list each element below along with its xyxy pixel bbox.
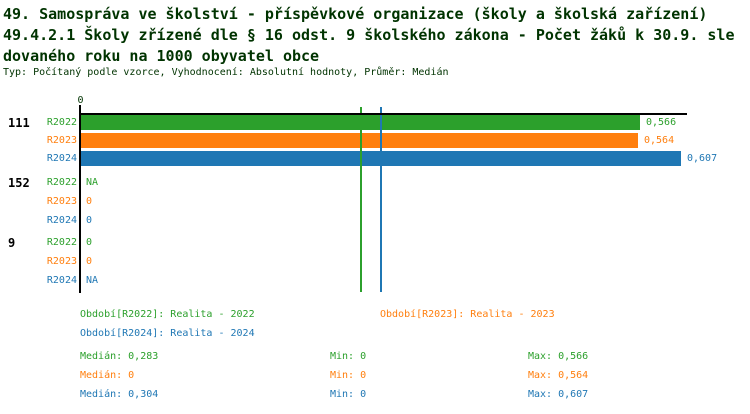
series-row-label: R2022 [46, 116, 77, 128]
legend-item: Období[R2023]: Realita - 2023 [380, 309, 555, 320]
y-axis-line [79, 105, 81, 293]
legend-item: Období[R2022]: Realita - 2022 [80, 309, 255, 320]
group-label: 152 [8, 176, 30, 190]
series-row-label: R2024 [46, 215, 77, 226]
series-row-label: R2023 [46, 134, 77, 146]
title-line-3: dovaného roku na 1000 obyvatel obce [3, 47, 320, 65]
legend-item: Období[R2024]: Realita - 2024 [80, 328, 255, 339]
bar-value-label: 0 [86, 256, 93, 267]
title-line-1: 49. Samospráva ve školství - příspěvkové… [3, 5, 708, 23]
series-row-label: R2022 [46, 237, 77, 248]
stat-max: Max: 0,566 [528, 351, 589, 362]
bar-value-label: 0 [86, 237, 93, 248]
series-row-label: R2024 [46, 275, 77, 286]
series-row-label: R2023 [46, 256, 77, 267]
stat-median: Medián: 0,304 [80, 389, 159, 400]
x-axis-line [79, 113, 687, 115]
group-label: 9 [8, 236, 16, 250]
stat-min: Min: 0 [330, 389, 367, 400]
stat-median: Medián: 0,283 [80, 351, 159, 362]
bar-value-label: 0,564 [644, 134, 675, 146]
title-line-2: 49.4.2.1 Školy zřízené dle § 16 odst. 9 … [3, 26, 735, 44]
chart-subtitle: Typ: Počítaný podle vzorce, Vyhodnocení:… [3, 67, 449, 78]
series-row-label: R2024 [46, 152, 77, 164]
series-row-label: R2023 [46, 196, 77, 207]
bar [81, 133, 638, 148]
group-label: 111 [8, 115, 30, 130]
bar-value-label: 0 [86, 196, 93, 207]
chart-title: 49. Samospráva ve školství - příspěvkové… [3, 4, 735, 67]
stat-min: Min: 0 [330, 370, 367, 381]
stat-max: Max: 0,607 [528, 389, 589, 400]
stat-min: Min: 0 [330, 351, 367, 362]
stat-max: Max: 0,564 [528, 370, 589, 381]
axis-origin-tick-label: 0 [77, 95, 84, 106]
bar-value-label: NA [86, 275, 99, 286]
bar-value-label: 0,607 [687, 152, 718, 164]
bar-value-label: 0,566 [646, 116, 677, 128]
series-row-label: R2022 [46, 177, 77, 188]
bar-value-label: NA [86, 177, 99, 188]
median-line [360, 107, 362, 292]
bar-value-label: 0 [86, 215, 93, 226]
median-line [380, 107, 382, 292]
stat-median: Medián: 0 [80, 370, 135, 381]
